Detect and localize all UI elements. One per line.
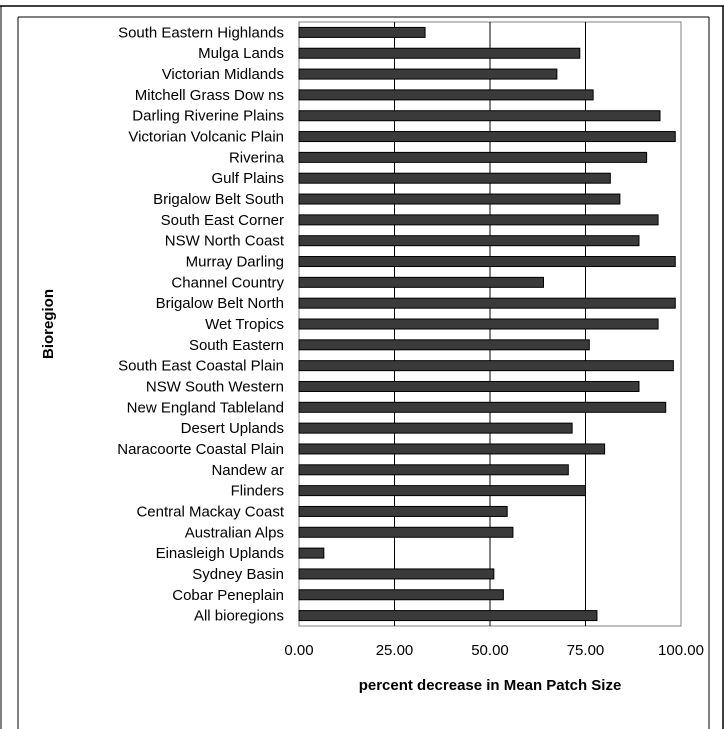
category-label: Riverina bbox=[229, 149, 285, 166]
bar bbox=[298, 526, 514, 538]
bar bbox=[298, 276, 544, 288]
category-label: Brigalow Belt North bbox=[156, 295, 284, 312]
category-label: All bioregions bbox=[194, 608, 284, 625]
category-label: NSW North Coast bbox=[165, 233, 285, 250]
bar bbox=[298, 256, 676, 268]
bar bbox=[298, 422, 573, 434]
bar bbox=[298, 68, 558, 80]
bar bbox=[298, 568, 495, 580]
category-label: Cobar Peneplain bbox=[172, 587, 284, 604]
category-label: Darling Riverine Plains bbox=[132, 108, 284, 125]
bar bbox=[298, 443, 606, 455]
category-label: Victorian Midlands bbox=[162, 66, 284, 83]
bar bbox=[298, 401, 667, 413]
category-label: Desert Uplands bbox=[181, 420, 284, 437]
category-label: New England Tableland bbox=[127, 399, 284, 416]
bar bbox=[298, 318, 659, 330]
category-label: Central Mackay Coast bbox=[136, 503, 284, 520]
bar bbox=[298, 110, 661, 122]
x-tick-label: 50.00 bbox=[471, 642, 509, 659]
bar bbox=[298, 297, 676, 309]
category-label: NSW South Western bbox=[146, 378, 284, 395]
bar bbox=[298, 172, 611, 184]
category-label: Sydney Basin bbox=[192, 566, 284, 583]
category-label: South East Corner bbox=[161, 212, 284, 229]
bar bbox=[298, 193, 621, 205]
category-label: Australian Alps bbox=[185, 524, 284, 541]
bar bbox=[298, 131, 676, 143]
category-label: South Eastern bbox=[189, 337, 284, 354]
bar bbox=[298, 589, 504, 601]
x-tick-label: 25.00 bbox=[376, 642, 414, 659]
y-axis-title: Bioregion bbox=[40, 289, 57, 359]
bar bbox=[298, 214, 659, 226]
category-label: Gulf Plains bbox=[211, 170, 284, 187]
category-label: Channel Country bbox=[171, 274, 284, 291]
bar bbox=[298, 360, 674, 372]
bar bbox=[298, 151, 648, 163]
category-label: Mitchell Grass Dow ns bbox=[135, 87, 284, 104]
category-label: Einasleigh Uplands bbox=[156, 545, 284, 562]
category-label: Flinders bbox=[231, 483, 284, 500]
bar bbox=[298, 339, 590, 351]
x-tick-label: 75.00 bbox=[567, 642, 605, 659]
x-tick-labels: 0.00 25.00 50.00 75.00 100.00 bbox=[284, 642, 704, 659]
x-tick-label: 0.00 bbox=[284, 642, 313, 659]
bar bbox=[298, 610, 598, 622]
category-label: Mulga Lands bbox=[198, 45, 284, 62]
bar bbox=[298, 89, 594, 101]
bar bbox=[298, 505, 508, 517]
category-label: Naracoorte Coastal Plain bbox=[117, 441, 284, 458]
bar bbox=[298, 464, 569, 476]
bar bbox=[298, 547, 325, 559]
x-tick-label: 100.00 bbox=[658, 642, 704, 659]
category-label: South East Coastal Plain bbox=[118, 358, 284, 375]
category-label: Wet Tropics bbox=[205, 316, 284, 333]
category-label: Brigalow Belt South bbox=[153, 191, 284, 208]
bar bbox=[298, 26, 426, 38]
bar bbox=[298, 235, 640, 247]
bar bbox=[298, 380, 640, 392]
bar bbox=[298, 485, 586, 497]
bars bbox=[298, 26, 676, 622]
category-label: Victorian Volcanic Plain bbox=[128, 129, 284, 146]
category-labels: South Eastern Highlands Mulga Lands Victor… bbox=[117, 24, 285, 624]
bar bbox=[298, 47, 581, 59]
category-label: Nandew ar bbox=[211, 462, 284, 479]
category-label: South Eastern Highlands bbox=[118, 24, 284, 41]
x-axis-title: percent decrease in Mean Patch Size bbox=[359, 677, 622, 694]
category-label: Murray Darling bbox=[186, 254, 284, 271]
